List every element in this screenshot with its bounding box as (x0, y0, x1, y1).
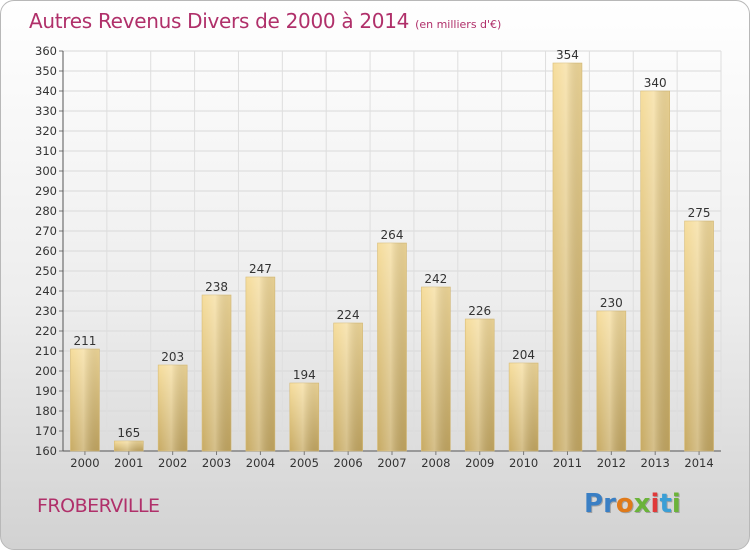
x-tick-label: 2009 (465, 456, 494, 470)
y-tick-label: 160 (35, 444, 57, 458)
bar-value-label: 165 (117, 426, 140, 440)
y-tick-label: 360 (35, 44, 57, 58)
labels-layer: 211 165 203 238 247 194 224 264 242 226 204 354 230 3… (73, 48, 710, 440)
proxiti-logo: Proxiti (584, 489, 681, 519)
y-tick-label: 330 (35, 104, 57, 118)
y-tick-label: 320 (35, 124, 57, 138)
bar-value-label: 230 (600, 296, 623, 310)
y-tick-label: 220 (35, 324, 57, 338)
bar-value-label: 204 (512, 348, 535, 362)
bar-sheen (596, 311, 626, 451)
x-tick-label: 2000 (70, 456, 99, 470)
bar-sheen (202, 295, 232, 451)
y-tick-label: 310 (35, 144, 57, 158)
bar-value-label: 247 (249, 262, 272, 276)
bar-sheen (245, 277, 275, 451)
bar-sheen (509, 363, 539, 451)
bar-value-label: 238 (205, 280, 228, 294)
bar-sheen (114, 441, 144, 451)
x-tick-label: 2014 (684, 456, 713, 470)
x-tick-label: 2010 (509, 456, 538, 470)
y-tick-label: 230 (35, 304, 57, 318)
x-tick-label: 2001 (114, 456, 143, 470)
x-tick-label: 2006 (333, 456, 362, 470)
chart-title-text: Autres Revenus Divers de 2000 à 2014 (29, 9, 410, 33)
y-tick-label: 260 (35, 244, 57, 258)
x-tick-label: 2011 (553, 456, 582, 470)
bar-sheen (70, 349, 100, 451)
logo-letter: x (633, 489, 651, 519)
logo-letter: i (671, 489, 681, 519)
bar-value-label: 354 (556, 48, 579, 62)
bar-value-label: 226 (468, 304, 491, 318)
axis-layer: 160 170 180 190 200 210 220 230 240 250 260 270 280 2… (35, 44, 721, 470)
y-tick-label: 240 (35, 284, 57, 298)
bar-value-label: 242 (424, 272, 447, 286)
bar-sheen (377, 243, 407, 451)
chart-unit-note: (en milliers d'€) (415, 18, 502, 31)
y-tick-label: 180 (35, 404, 57, 418)
x-tick-label: 2005 (290, 456, 319, 470)
chart-title: Autres Revenus Divers de 2000 à 2014 (en … (29, 9, 501, 33)
x-tick-label: 2003 (202, 456, 231, 470)
bar-sheen (158, 365, 188, 451)
x-tick-label: 2004 (246, 456, 275, 470)
y-tick-label: 270 (35, 224, 57, 238)
y-tick-label: 350 (35, 64, 57, 78)
bar-sheen (684, 221, 714, 451)
bar-sheen (289, 383, 319, 451)
bar-sheen (333, 323, 363, 451)
y-tick-label: 340 (35, 84, 57, 98)
bars-layer (70, 62, 714, 452)
bar-sheen (421, 287, 451, 451)
bar-value-label: 194 (293, 368, 316, 382)
y-tick-label: 280 (35, 204, 57, 218)
y-tick-label: 170 (35, 424, 57, 438)
bar-value-label: 203 (161, 350, 184, 364)
logo-letter: r (603, 489, 616, 519)
logo-letter: o (615, 489, 634, 519)
x-tick-label: 2002 (158, 456, 187, 470)
bar-sheen (465, 319, 495, 451)
y-tick-label: 200 (35, 364, 57, 378)
x-tick-label: 2007 (377, 456, 406, 470)
x-tick-label: 2012 (597, 456, 626, 470)
bar-value-label: 275 (688, 206, 711, 220)
bar-value-label: 224 (337, 308, 360, 322)
logo-letter: t (659, 489, 672, 519)
y-tick-label: 300 (35, 164, 57, 178)
bar-value-label: 340 (644, 76, 667, 90)
bar-value-label: 211 (73, 334, 96, 348)
bar-sheen (552, 63, 582, 451)
bar-value-label: 264 (381, 228, 404, 242)
y-tick-label: 250 (35, 264, 57, 278)
y-tick-label: 190 (35, 384, 57, 398)
bar-sheen (640, 91, 670, 451)
x-tick-label: 2013 (641, 456, 670, 470)
location-label: FROBERVILLE (37, 495, 160, 517)
x-tick-label: 2008 (421, 456, 450, 470)
logo-letter: i (650, 489, 660, 519)
y-tick-label: 290 (35, 184, 57, 198)
y-tick-label: 210 (35, 344, 57, 358)
logo-letter: P (584, 489, 604, 519)
